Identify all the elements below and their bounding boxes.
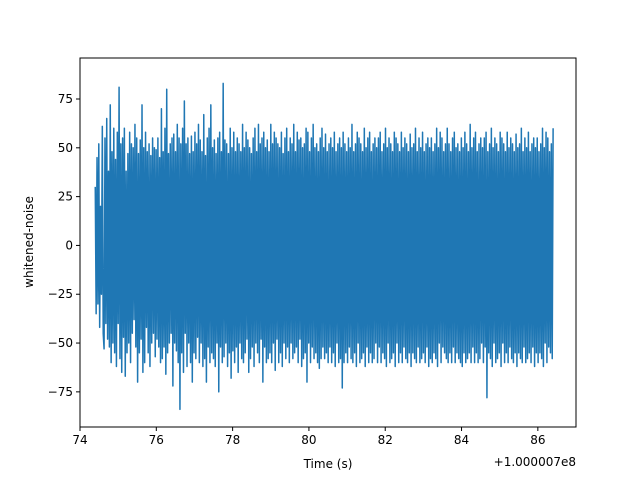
y-tick-label: 50: [58, 141, 73, 155]
y-tick-label: −50: [48, 336, 73, 350]
x-offset-label: +1.000007e8: [494, 455, 576, 469]
series-line-0: [94, 82, 554, 411]
x-tick-label: 86: [530, 433, 545, 447]
x-axis-label: Time (s): [303, 457, 353, 471]
series-layer: [94, 82, 554, 411]
x-axis-ticks: 74 76 78 80 82 84 86: [72, 427, 545, 447]
y-tick-label: 0: [65, 238, 73, 252]
y-tick-label: −25: [48, 287, 73, 301]
x-tick-label: 76: [149, 433, 164, 447]
x-tick-label: 82: [378, 433, 393, 447]
y-tick-label: 75: [58, 92, 73, 106]
y-axis-label: whitened-noise: [22, 196, 36, 288]
x-tick-label: 84: [454, 433, 469, 447]
x-tick-label: 74: [72, 433, 87, 447]
plot-frame: [79, 57, 577, 428]
y-tick-label: −75: [48, 385, 73, 399]
x-tick-label: 80: [301, 433, 316, 447]
y-axis-ticks: −75 −50 −25 0 25 50 75: [48, 92, 80, 399]
y-tick-label: 25: [58, 190, 73, 204]
x-tick-label: 78: [225, 433, 240, 447]
